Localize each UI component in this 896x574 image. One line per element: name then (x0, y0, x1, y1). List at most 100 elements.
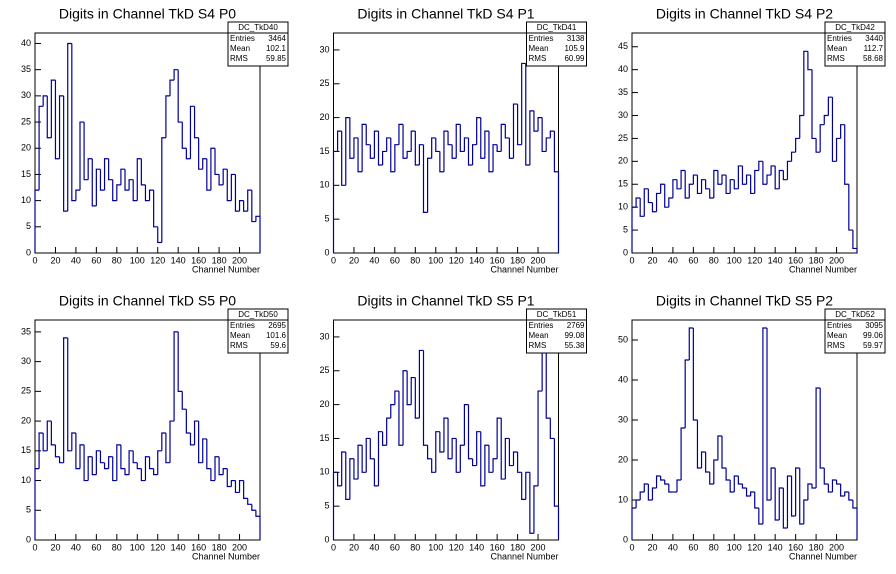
x-axis-label: Channel Number (490, 264, 558, 274)
histogram-bin (823, 468, 829, 485)
histogram-bin (631, 206, 637, 253)
y-tick-label: 5 (623, 224, 628, 234)
histogram-bin (173, 331, 179, 422)
y-tick-label: 30 (21, 356, 31, 366)
histogram-bin (770, 165, 776, 176)
histogram-bin (381, 431, 387, 446)
histogram-bin (537, 117, 543, 132)
x-tick-label: 60 (390, 542, 400, 552)
x-tick-label: 100 (428, 542, 443, 552)
histogram-bin (553, 438, 560, 540)
histogram-bin (210, 147, 215, 191)
histogram-bin (467, 404, 473, 460)
frame (34, 32, 261, 254)
histogram-bin (169, 420, 175, 463)
x-tick-label: 160 (788, 255, 803, 265)
x-tick-label: 60 (688, 542, 698, 552)
histogram-bin (758, 508, 763, 525)
histogram-bin (790, 476, 796, 517)
histogram-bin (394, 144, 399, 172)
y-tick-label: 30 (319, 44, 329, 54)
histogram-bin (439, 151, 444, 173)
histogram-bin (684, 170, 690, 199)
histogram-bin (38, 105, 44, 191)
histogram-bin (778, 487, 784, 520)
histogram-bin (721, 174, 727, 185)
x-tick-label: 180 (809, 255, 824, 265)
y-tick-label: 30 (21, 90, 31, 100)
histogram-bin (218, 174, 224, 186)
x-tick-label: 0 (331, 255, 336, 265)
histogram-bin (144, 456, 150, 481)
histogram-bin (161, 432, 166, 451)
histogram-bin (680, 427, 686, 480)
histogram-bin (717, 170, 722, 185)
x-tick-label: 200 (232, 542, 247, 552)
x-tick-label: 20 (349, 542, 359, 552)
y-tick-label: 30 (319, 331, 329, 341)
x-tick-label: 200 (232, 255, 247, 265)
stats-label: Entries (827, 321, 852, 330)
histogram-bin (34, 189, 40, 253)
x-tick-label: 80 (112, 255, 122, 265)
stats-frame (227, 308, 289, 354)
histogram-bin (103, 158, 109, 191)
histogram-bin (247, 498, 252, 505)
stats-box: DC_TkD42 Entries 3440 Mean 112.7 RMS 58.68 (824, 21, 886, 67)
histogram-bin (533, 110, 539, 132)
histogram-bin (112, 456, 117, 482)
histogram-bin (369, 144, 375, 159)
chart-title: Digits in Channel TkD S5 P1 (357, 293, 534, 309)
histogram-bin (341, 131, 346, 186)
x-tick-label: 40 (369, 542, 379, 552)
histogram-bin (95, 168, 101, 206)
stats-label: RMS (230, 54, 248, 63)
x-tick-label: 60 (91, 542, 101, 552)
y-tick-label: 0 (324, 247, 329, 257)
histogram-bin (754, 492, 759, 509)
stats-name: DC_TkD50 (238, 310, 278, 319)
chart-title: Digits in Channel TkD S5 P2 (656, 293, 833, 309)
histogram-bin (852, 230, 858, 253)
stats-box: DC_TkD40 Entries 3464 Mean 102.1 RMS 59.85 (227, 21, 289, 67)
chart-title: Digits in Channel TkD S4 P1 (357, 6, 534, 22)
histogram-bin (745, 488, 751, 497)
stats-label: Entries (529, 34, 554, 43)
histogram-bin (398, 123, 404, 145)
histogram-bin (786, 475, 792, 528)
x-tick-label: 40 (71, 255, 81, 265)
histogram-bin (108, 158, 113, 181)
histogram-bin (721, 436, 727, 469)
histogram-bin (447, 131, 453, 146)
histogram-bin (827, 96, 833, 116)
x-tick-label: 40 (369, 255, 379, 265)
histogram-bin (336, 130, 342, 152)
histogram-bin (410, 376, 416, 405)
histogram-bin (811, 484, 817, 489)
y-tick-label: 30 (618, 414, 628, 424)
histogram-bin (713, 459, 718, 484)
y-tick-label: 10 (21, 475, 31, 485)
histogram-bin (844, 124, 849, 185)
histogram-bin (782, 170, 788, 181)
histogram-bin (169, 79, 175, 96)
histogram-bin (116, 444, 121, 481)
histogram-bin (504, 124, 510, 139)
y-tick-label: 0 (623, 534, 628, 544)
histogram-bin (136, 158, 142, 201)
histogram-bin (835, 480, 841, 485)
stats-frame (526, 21, 587, 67)
histogram-bin (795, 467, 800, 516)
y-tick-label: 20 (319, 399, 329, 409)
x-tick-label: 120 (449, 255, 464, 265)
y-tick-label: 35 (21, 64, 31, 74)
y-tick-label: 10 (618, 494, 628, 504)
histogram-bin (741, 165, 747, 185)
frame (34, 319, 261, 541)
histogram-bin (508, 137, 514, 159)
x-tick-label: 140 (768, 255, 783, 265)
histogram-panel: Digits in Channel TkD S5 P10 20 40 60 80 100 1… (319, 293, 587, 561)
histogram-bin (67, 42, 72, 212)
histogram-bin (643, 483, 649, 492)
